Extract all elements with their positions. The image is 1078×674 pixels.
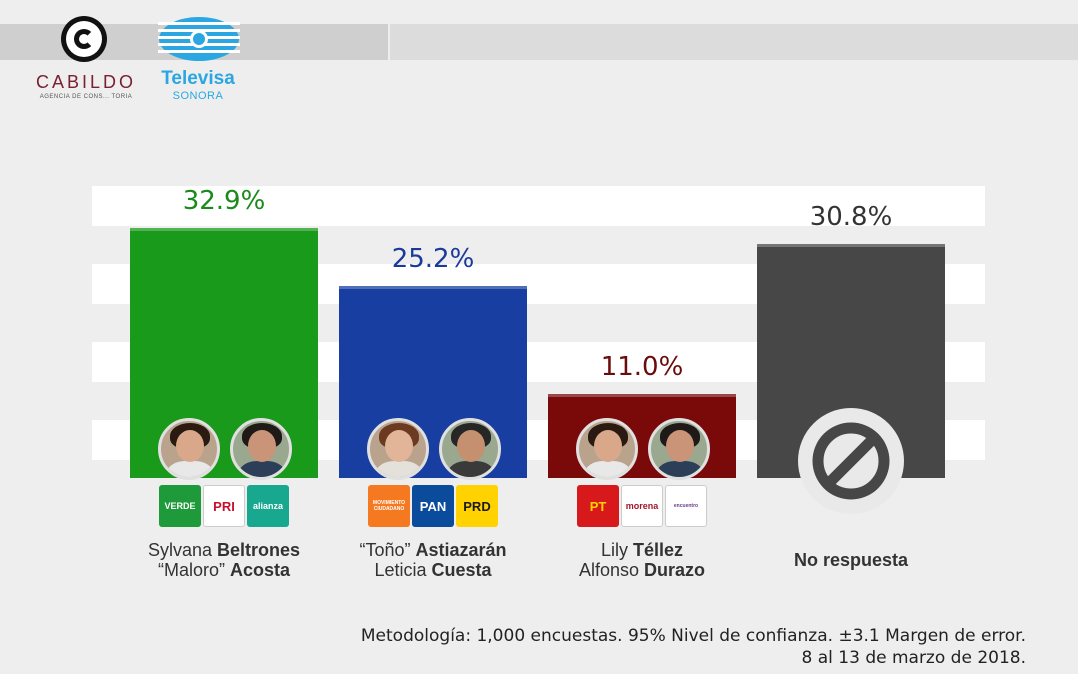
header-band-right	[390, 24, 1078, 60]
candidate-photo	[230, 418, 292, 480]
candidate-name-label: Sylvana Beltrones “Maloro” Acosta	[147, 540, 301, 580]
televisa-subtitle: SONORA	[172, 90, 224, 102]
party-logo: PRI	[203, 485, 245, 527]
no-response-icon	[798, 408, 904, 514]
party-logo: alianza	[247, 485, 289, 527]
candidate-photo	[439, 418, 501, 480]
cabildo-subtitle: AGENCIA DE CONS... TORIA	[39, 94, 133, 100]
candidate-photo	[367, 418, 429, 480]
candidate-photo	[576, 418, 638, 480]
party-logo: MOVIMIENTO CIUDADANO	[368, 485, 410, 527]
candidate-name-label: No respuesta	[793, 550, 909, 570]
party-logo: PRD	[456, 485, 498, 527]
candidate-photo	[158, 418, 220, 480]
survey-dates: 8 al 13 de marzo de 2018.	[801, 648, 1026, 668]
methodology-note: Metodología: 1,000 encuestas. 95% Nivel …	[360, 626, 1026, 646]
bar-value-label: 32.9%	[182, 185, 266, 216]
cabildo-logo: CABILDO AGENCIA DE CONS... TORIA	[28, 14, 148, 106]
party-logo: VERDE	[159, 485, 201, 527]
televisa-name: Televisa	[161, 68, 235, 89]
candidate-name-label: Lily Téllez Alfonso Durazo	[578, 540, 706, 580]
party-logo: PAN	[412, 485, 454, 527]
party-logo: morena	[621, 485, 663, 527]
candidate-photo	[648, 418, 710, 480]
grid-stripe	[92, 186, 985, 226]
televisa-logo: Televisa SONORA	[150, 14, 250, 106]
televisa-eye-icon	[158, 17, 240, 61]
party-logo: encuentro	[665, 485, 707, 527]
copyright-icon	[61, 16, 107, 62]
chart-bar	[548, 394, 736, 478]
bar-value-label: 11.0%	[600, 352, 684, 383]
bar-value-label: 30.8%	[809, 201, 893, 232]
candidate-name-label: “Toño” Astiazarán Leticia Cuesta	[359, 540, 507, 580]
party-logo: PT	[577, 485, 619, 527]
cabildo-name: CABILDO	[35, 72, 137, 92]
bar-value-label: 25.2%	[391, 244, 475, 275]
